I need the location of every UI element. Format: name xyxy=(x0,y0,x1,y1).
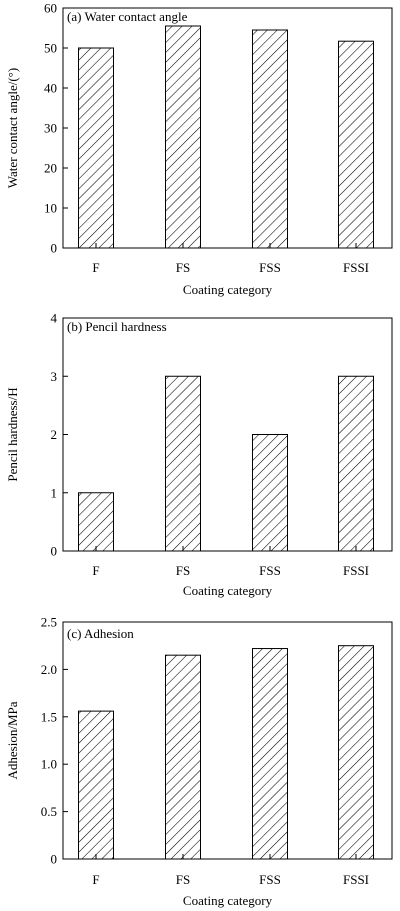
x-tick-label: FSS xyxy=(259,260,281,275)
chart-title: (b) Pencil hardness xyxy=(67,319,167,334)
bar-fss xyxy=(252,434,288,552)
y-tick-label: 50 xyxy=(44,41,57,56)
y-axis-label: Pencil hardness/H xyxy=(5,387,20,481)
y-tick-label: 40 xyxy=(44,81,57,96)
x-tick-label: FS xyxy=(176,872,190,887)
y-tick-label: 20 xyxy=(44,161,57,176)
y-tick-label: 1.5 xyxy=(41,709,57,724)
x-axis-label: Coating category xyxy=(183,583,273,598)
x-tick-label: FSSI xyxy=(343,563,369,578)
y-tick-label: 0 xyxy=(51,852,58,867)
y-tick-label: 0 xyxy=(51,544,58,559)
bar-f xyxy=(78,47,114,249)
bar-fss xyxy=(252,29,288,249)
x-tick-label: FSSI xyxy=(343,260,369,275)
y-tick-label: 3 xyxy=(51,369,58,384)
x-tick-label: FS xyxy=(176,563,190,578)
chart-panel-2: 0 0.5 1.0 1.5 2.0 2.5 F FS FSS FSSI (c) Adhesion Co… xyxy=(5,615,393,908)
bar-fssi xyxy=(338,375,374,552)
y-tick-label: 2.0 xyxy=(41,662,57,677)
x-axis-label: Coating category xyxy=(183,893,273,908)
y-tick-label: 1.0 xyxy=(41,757,57,772)
x-tick-label: F xyxy=(92,872,99,887)
y-axis-label: Adhesion/MPa xyxy=(5,701,20,779)
y-tick-label: 1 xyxy=(51,485,58,500)
chart-panel-0: 0 10 20 30 40 50 60 F FS FSS FSSI (a) Water contact… xyxy=(5,1,393,297)
bar-fssi xyxy=(338,40,374,249)
x-tick-label: FSS xyxy=(259,872,281,887)
y-tick-label: 30 xyxy=(44,121,57,136)
bar-f xyxy=(78,492,114,552)
y-tick-label: 10 xyxy=(44,201,57,216)
bar-f xyxy=(78,710,114,860)
bar-fs xyxy=(165,375,201,552)
bar-fs xyxy=(165,25,201,249)
bar-fss xyxy=(252,648,288,860)
y-tick-label: 0.5 xyxy=(41,804,57,819)
bar-fs xyxy=(165,654,201,860)
plot-frame xyxy=(62,621,393,860)
x-tick-label: FSSI xyxy=(343,872,369,887)
x-tick-label: FS xyxy=(176,260,190,275)
x-tick-label: F xyxy=(92,563,99,578)
y-axis-label: Water contact angle/(°) xyxy=(5,68,20,188)
x-axis-label: Coating category xyxy=(183,282,273,297)
y-tick-label: 2.5 xyxy=(41,615,57,630)
y-tick-label: 0 xyxy=(51,241,58,256)
y-tick-label: 4 xyxy=(51,311,58,326)
chart-panel-1: 0 1 2 3 4 F FS FSS FSSI (b) Pencil hardness Coatin… xyxy=(5,311,393,598)
bar-fssi xyxy=(338,645,374,860)
x-tick-label: F xyxy=(92,260,99,275)
chart-title: (c) Adhesion xyxy=(67,626,134,641)
x-tick-label: FSS xyxy=(259,563,281,578)
chart-title: (a) Water contact angle xyxy=(67,9,188,24)
y-tick-label: 60 xyxy=(44,1,57,16)
y-tick-label: 2 xyxy=(51,427,58,442)
